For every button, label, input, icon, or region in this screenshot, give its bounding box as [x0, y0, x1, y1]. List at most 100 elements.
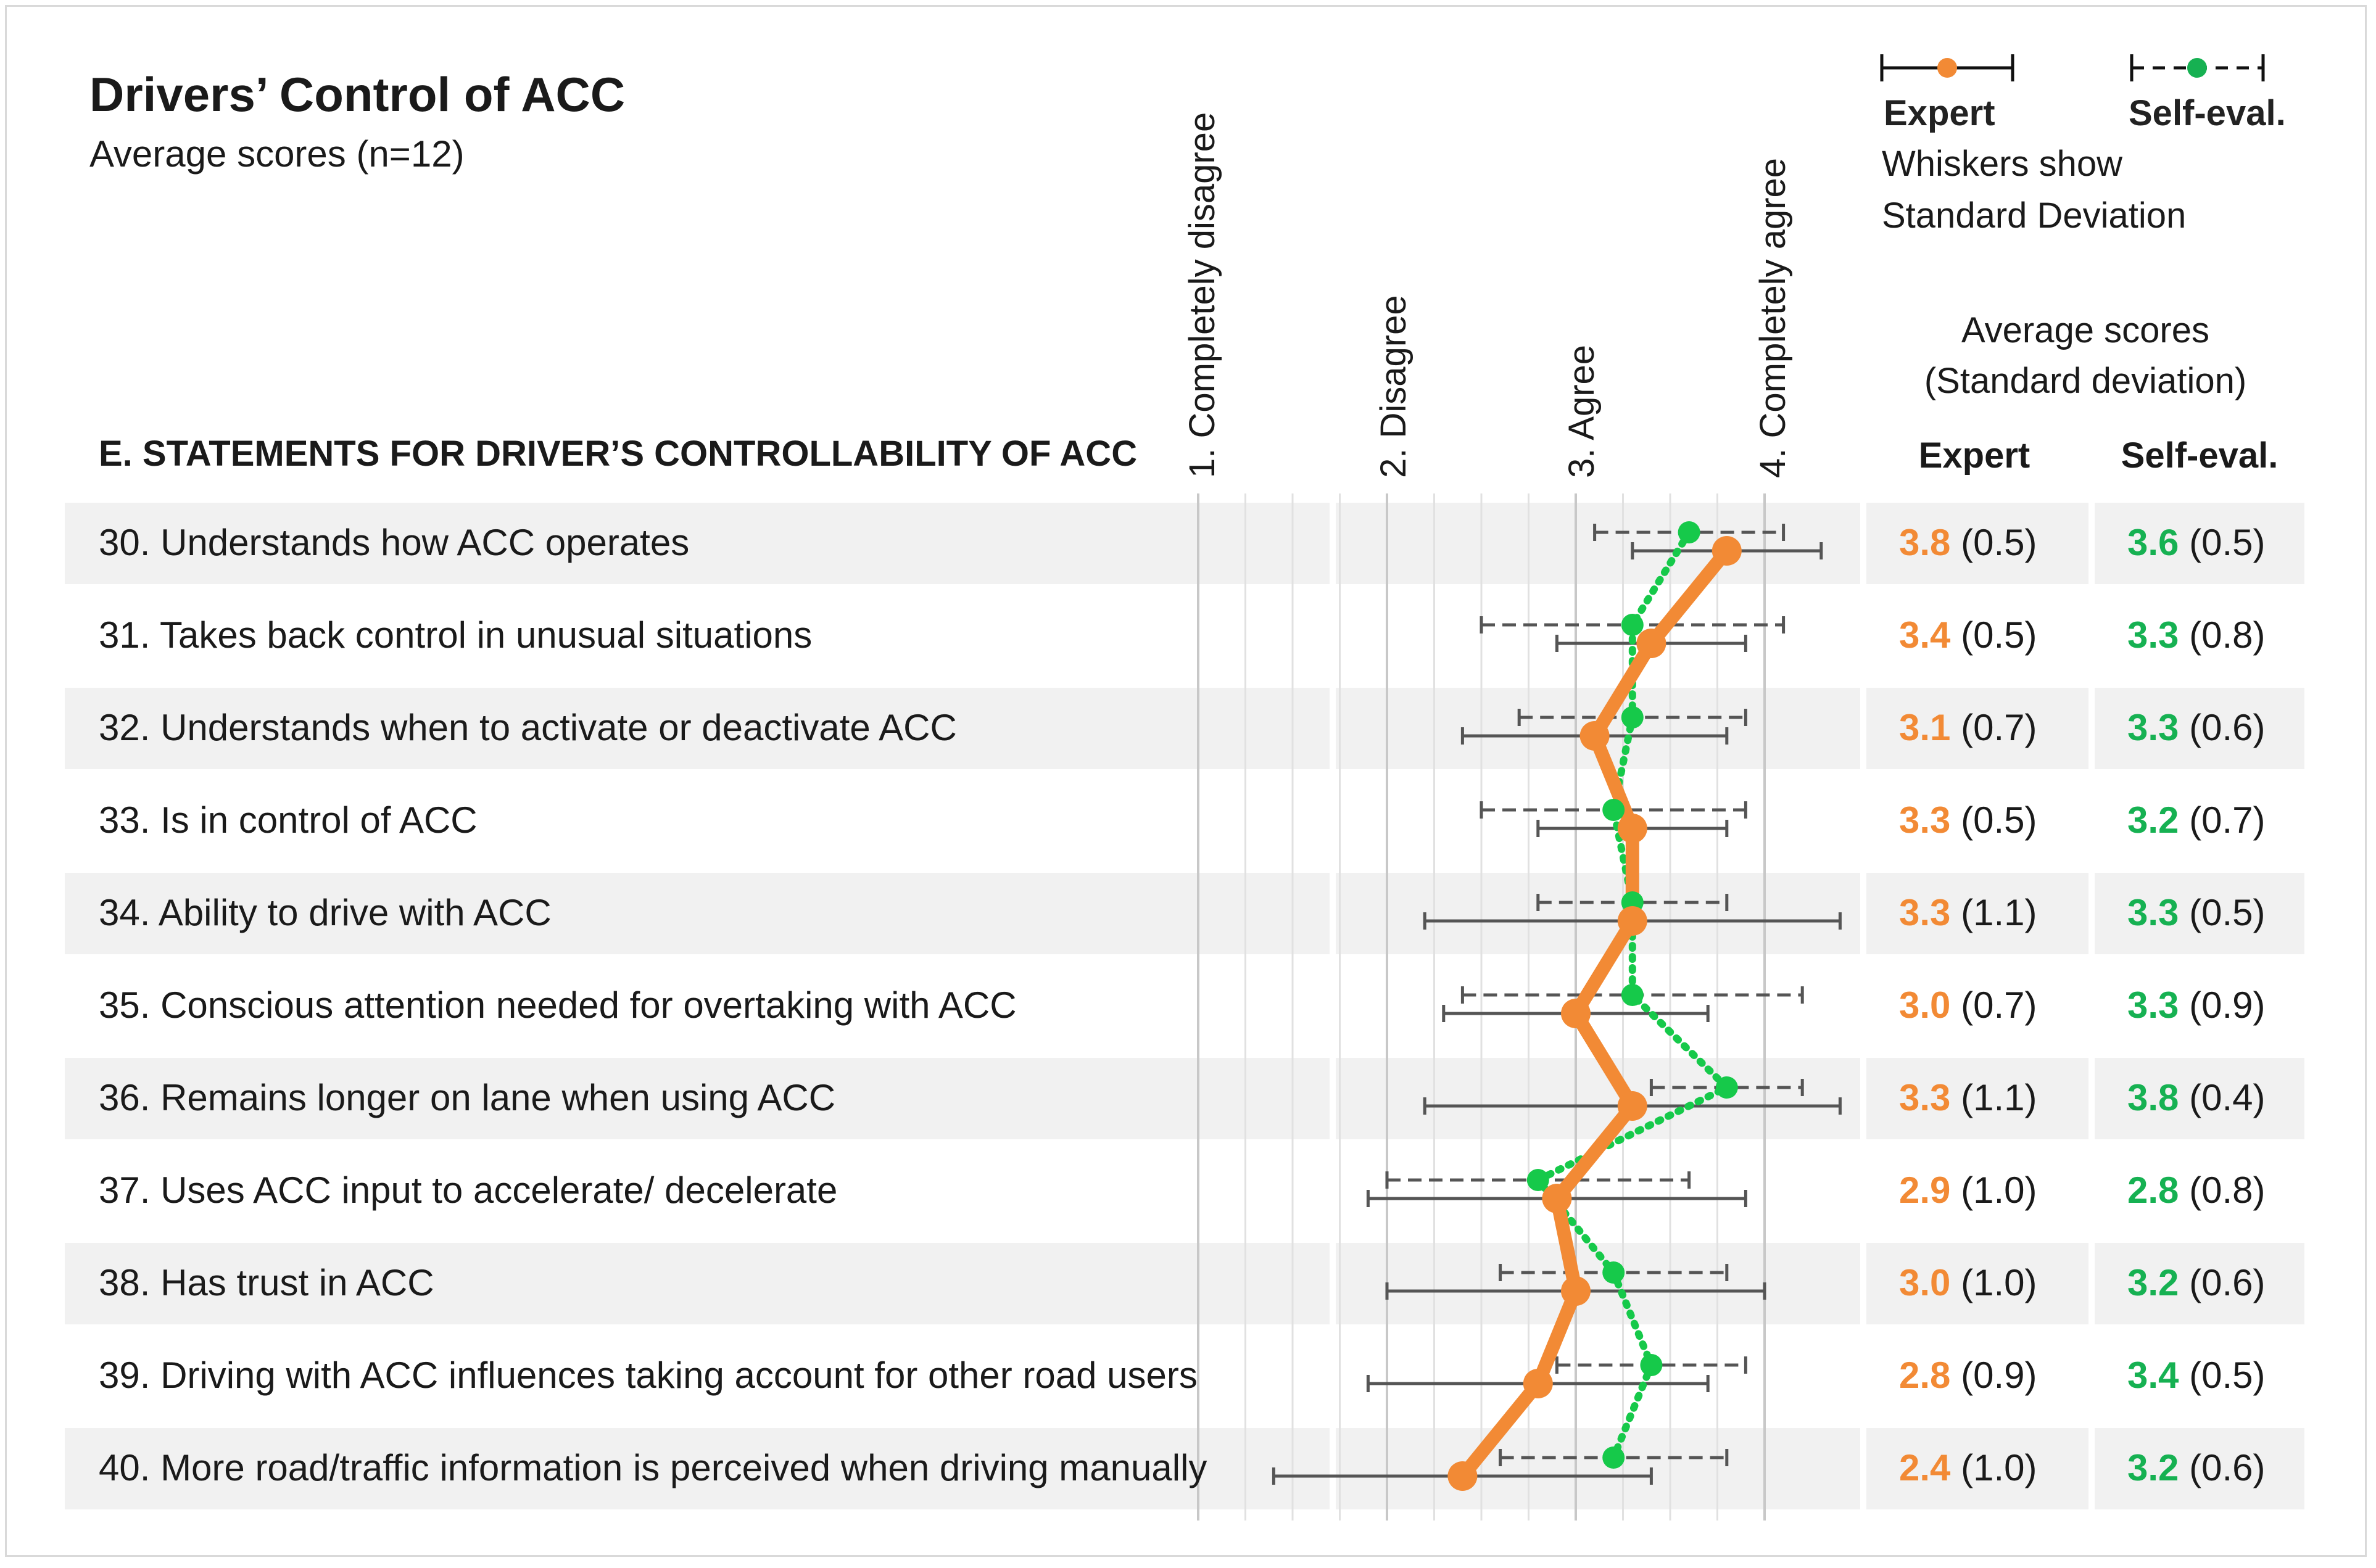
legend-marks — [1880, 54, 2265, 81]
expert-point — [1617, 814, 1647, 843]
self-eval-point — [1602, 799, 1625, 821]
self-mean: 3.2 — [2127, 1262, 2179, 1303]
expert-sd: (0.5) — [1950, 799, 2037, 841]
self-mean: 3.8 — [2127, 1077, 2179, 1118]
row-band-label — [65, 1058, 1330, 1139]
expert-point — [1712, 536, 1742, 566]
row-band-expert — [1866, 1058, 2088, 1139]
self-score: 3.6 (0.5) — [2127, 521, 2265, 564]
self-mean: 3.2 — [2127, 1447, 2179, 1488]
row-band-self — [2095, 1243, 2304, 1324]
row-band-label — [65, 1428, 1330, 1509]
row-band-self — [2095, 1428, 2304, 1509]
scale-label-2: 2. Disagree — [1373, 295, 1414, 478]
self-mean: 2.8 — [2127, 1170, 2179, 1211]
statement-label: 30. Understands how ACC operates — [99, 522, 690, 563]
expert-mean: 3.1 — [1899, 707, 1951, 748]
self-score: 3.2 (0.6) — [2127, 1446, 2265, 1489]
row-band-label — [65, 873, 1330, 954]
scale-label-3: 3. Agree — [1562, 344, 1602, 478]
row-band-self — [2095, 873, 2304, 954]
expert-mean: 2.9 — [1899, 1170, 1951, 1211]
expert-point — [1523, 1369, 1553, 1398]
avg-header-line2: (Standard deviation) — [1924, 361, 2247, 401]
row-band-expert — [1866, 688, 2088, 769]
expert-mean: 3.3 — [1899, 892, 1951, 933]
expert-mean: 2.8 — [1899, 1355, 1951, 1396]
expert-score: 3.1 (0.7) — [1899, 706, 2037, 749]
self-score: 3.2 (0.6) — [2127, 1261, 2265, 1304]
self-score: 3.4 (0.5) — [2127, 1354, 2265, 1397]
self-eval-point — [1621, 984, 1644, 1006]
chart-subtitle: Average scores (n=12) — [89, 133, 465, 175]
statement-label: 34. Ability to drive with ACC — [99, 892, 552, 933]
self-sd: (0.6) — [2179, 1447, 2266, 1488]
self-score: 3.3 (0.8) — [2127, 614, 2265, 656]
expert-sd: (0.5) — [1950, 614, 2037, 656]
self-eval-point — [1640, 1354, 1663, 1376]
row-band-expert — [1866, 873, 2088, 954]
expert-mean: 3.4 — [1899, 614, 1951, 656]
expert-sd: (0.9) — [1950, 1355, 2037, 1396]
expert-sd: (1.0) — [1950, 1447, 2037, 1488]
self-score: 3.8 (0.4) — [2127, 1076, 2265, 1119]
expert-sd: (1.1) — [1950, 892, 2037, 933]
row-bands — [65, 503, 2304, 1509]
row-band-expert — [1866, 1243, 2088, 1324]
expert-score: 2.8 (0.9) — [1899, 1354, 2037, 1397]
self-eval-point — [1715, 1076, 1738, 1099]
expert-point — [1579, 721, 1610, 751]
row-band-label — [65, 688, 1330, 769]
expert-score: 3.8 (0.5) — [1899, 521, 2037, 564]
legend-expert-point — [1937, 58, 1957, 78]
legend-self-point — [2187, 58, 2207, 78]
self-sd: (0.5) — [2179, 892, 2266, 933]
expert-score: 3.3 (1.1) — [1899, 1076, 2037, 1119]
self-sd: (0.8) — [2179, 1170, 2266, 1211]
statement-label: 31. Takes back control in unusual situat… — [99, 614, 813, 656]
statement-label: 40. More road/traffic information is per… — [99, 1447, 1207, 1488]
expert-point — [1447, 1461, 1478, 1491]
series-points — [1447, 521, 1742, 1491]
self-sd: (0.5) — [2179, 522, 2266, 563]
statement-label: 35. Conscious attention needed for overt… — [99, 984, 1017, 1026]
expert-score: 2.4 (1.0) — [1899, 1446, 2037, 1489]
expert-point — [1561, 1276, 1591, 1306]
row-band-chart — [1336, 873, 1860, 954]
self-score: 3.3 (0.5) — [2127, 891, 2265, 934]
series-lines — [1455, 529, 1734, 1483]
self-mean: 3.3 — [2127, 614, 2179, 656]
self-mean: 3.4 — [2127, 1355, 2179, 1396]
self-mean: 3.3 — [2127, 892, 2179, 933]
scale-label-1: 1. Completely disagree — [1182, 112, 1222, 478]
expert-sd: (0.7) — [1950, 984, 2037, 1026]
statement-label: 36. Remains longer on lane when using AC… — [99, 1077, 836, 1118]
expert-mean: 3.3 — [1899, 799, 1951, 841]
self-score: 2.8 (0.8) — [2127, 1169, 2265, 1211]
row-band-self — [2095, 688, 2304, 769]
expert-point — [1561, 999, 1591, 1028]
expert-sd: (1.1) — [1950, 1077, 2037, 1118]
expert-point — [1636, 629, 1666, 658]
expert-score: 3.3 (1.1) — [1899, 891, 2037, 934]
row-band-label — [65, 503, 1330, 584]
expert-mean: 2.4 — [1899, 1447, 1951, 1488]
avg-header-line1: Average scores — [1961, 310, 2209, 350]
row-band-label — [65, 1243, 1330, 1324]
legend-note-line1: Whiskers show — [1882, 144, 2122, 184]
statement-label: 33. Is in control of ACC — [99, 799, 478, 841]
expert-point — [1617, 906, 1647, 936]
self-mean: 3.3 — [2127, 707, 2179, 748]
self-eval-point — [1602, 1446, 1625, 1469]
self-mean: 3.6 — [2127, 522, 2179, 563]
row-band-chart — [1336, 1058, 1860, 1139]
legend-expert-label: Expert — [1884, 93, 1995, 133]
self-eval-point — [1526, 1169, 1549, 1191]
self-column-header: Self-eval. — [2121, 435, 2279, 476]
self-eval-point — [1621, 614, 1644, 636]
row-band-self — [2095, 503, 2304, 584]
expert-sd: (1.0) — [1950, 1262, 2037, 1303]
self-score: 3.3 (0.6) — [2127, 706, 2265, 749]
self-eval-point — [1621, 706, 1644, 728]
